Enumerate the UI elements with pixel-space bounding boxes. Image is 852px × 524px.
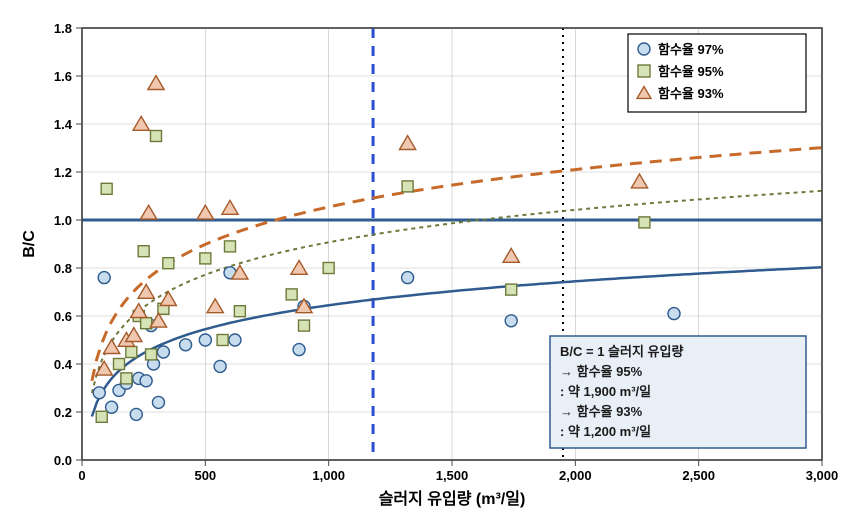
svg-text:3,000: 3,000 [806,468,839,483]
chart-container: 0 500 1,000 1,500 2,000 2,500 3,000 0.0 0.2 0.4 0.… [10,10,842,514]
svg-text:→ 함수율 93%: → 함수율 93% [560,404,643,419]
svg-text:0.2: 0.2 [54,405,72,420]
svg-text:: 약 1,200 m³/일: : 약 1,200 m³/일 [560,424,651,439]
svg-text:1.6: 1.6 [54,69,72,84]
svg-text:: 약 1,900 m³/일: : 약 1,900 m³/일 [560,384,651,399]
legend: 함수율 97% 함수율 95% 함수율 93% [628,34,806,112]
svg-text:0.6: 0.6 [54,309,72,324]
svg-text:0.4: 0.4 [54,357,73,372]
svg-text:1.8: 1.8 [54,21,72,36]
annotation-box: B/C = 1 슬러지 유입량 → 함수율 95% : 약 1,900 m³/일 →… [550,336,806,448]
svg-text:1,000: 1,000 [312,468,345,483]
svg-text:→ 함수율 95%: → 함수율 95% [560,364,643,379]
svg-text:함수율 97%: 함수율 97% [658,42,724,57]
svg-text:0: 0 [78,468,85,483]
chart-svg: 0 500 1,000 1,500 2,000 2,500 3,000 0.0 0.2 0.4 0.… [10,10,842,514]
svg-text:1.4: 1.4 [54,117,73,132]
svg-text:0.8: 0.8 [54,261,72,276]
svg-text:1.2: 1.2 [54,165,72,180]
svg-text:500: 500 [194,468,216,483]
svg-text:0.0: 0.0 [54,453,72,468]
svg-text:1,500: 1,500 [436,468,469,483]
svg-text:1.0: 1.0 [54,213,72,228]
svg-text:슬러지 유입량 (m³/일): 슬러지 유입량 (m³/일) [379,489,526,508]
svg-text:2,500: 2,500 [682,468,715,483]
svg-text:함수율 93%: 함수율 93% [658,86,724,101]
svg-text:2,000: 2,000 [559,468,592,483]
svg-text:함수율 95%: 함수율 95% [658,64,724,79]
svg-text:B/C = 1 슬러지 유입량: B/C = 1 슬러지 유입량 [560,344,683,359]
svg-text:B/C: B/C [21,230,38,258]
